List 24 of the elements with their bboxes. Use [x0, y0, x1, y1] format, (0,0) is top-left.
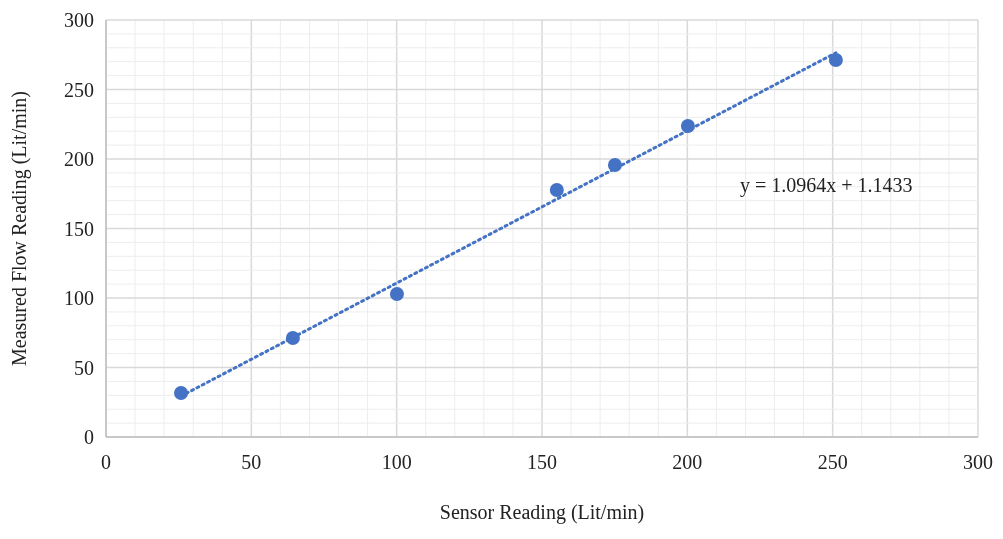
y-axis-title: Measured Flow Reading (Lit/min) — [8, 91, 31, 366]
x-tick-label: 100 — [381, 451, 412, 473]
x-tick-label: 0 — [101, 451, 111, 473]
annotation: y = 1.0964x + 1.1433 — [740, 174, 913, 197]
y-tick-label: 0 — [84, 426, 94, 448]
point — [285, 331, 300, 346]
y-tick-label: 200 — [64, 148, 94, 170]
point — [607, 157, 622, 172]
y-tick-label: 250 — [64, 78, 94, 101]
x-axis-title: Sensor Reading (Lit/min) — [439, 501, 645, 524]
x-tick-label: 250 — [817, 451, 848, 473]
x-tick-label: 300 — [963, 451, 993, 473]
point — [173, 385, 188, 400]
point — [389, 286, 404, 301]
x-tick-label: 200 — [672, 451, 703, 473]
y-tick-label: 100 — [64, 287, 94, 309]
point — [680, 119, 695, 134]
x-tick-label: 50 — [241, 451, 262, 473]
x-tick-label: 150 — [527, 451, 557, 473]
point — [549, 183, 564, 197]
point — [828, 53, 843, 68]
y-tick-label: 150 — [64, 217, 94, 240]
y-tick-label: 50 — [74, 356, 94, 379]
y-tick-label: 300 — [64, 9, 94, 31]
